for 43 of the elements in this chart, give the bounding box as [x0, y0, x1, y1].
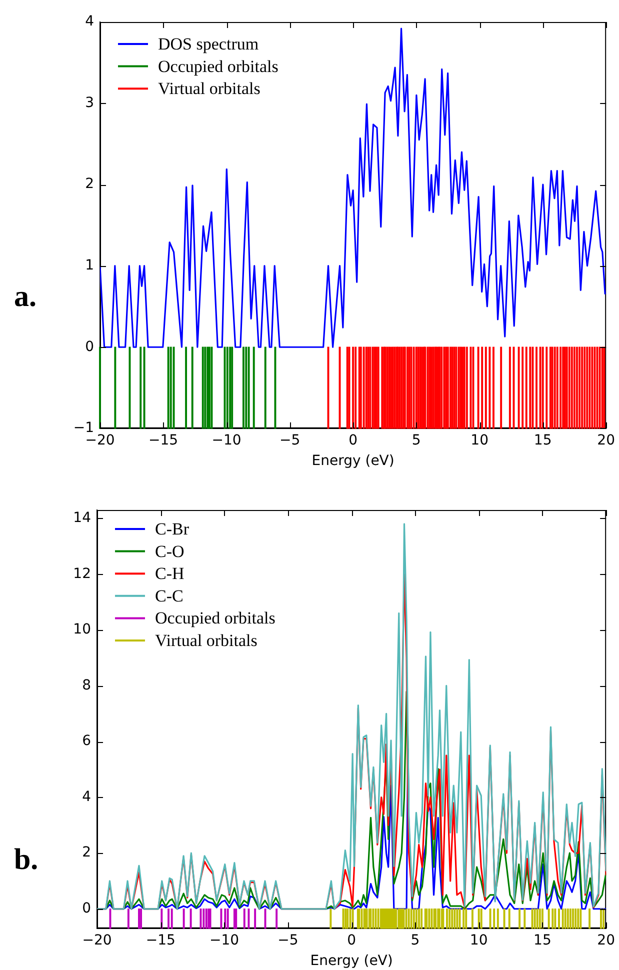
text: b. [14, 843, 38, 876]
x-tick-label: −20 [82, 932, 112, 948]
x-tick-label: 10 [470, 432, 488, 448]
y-tick-label: 8 [82, 677, 91, 694]
y-tick-label: 0 [82, 900, 91, 917]
text: a. [14, 280, 36, 314]
y-tick-label: 3 [85, 94, 94, 111]
y-tick-label: 4 [85, 14, 94, 30]
legend-label: C-O [155, 542, 184, 561]
x-tick-label: 15 [534, 932, 552, 948]
x-tick-label: 0 [347, 932, 356, 948]
x-tick-label: 10 [470, 932, 488, 948]
y-tick-label: 10 [73, 622, 91, 638]
x-tick-label: −15 [148, 432, 178, 448]
legend-label: Virtual orbitals [155, 630, 258, 650]
legend-label: Virtual orbitals [158, 79, 260, 98]
y-tick-label: 2 [82, 844, 91, 861]
x-tick-label: −5 [278, 932, 298, 948]
x-tick-label: 20 [597, 932, 616, 948]
y-tick-label: 12 [73, 566, 91, 582]
legend-label: C-H [155, 564, 184, 584]
y-tick-label: 0 [85, 338, 94, 355]
x-tick-label: 0 [348, 432, 358, 448]
x-axis-title: Energy (eV) [312, 453, 394, 470]
y-tick-label: 6 [82, 733, 92, 750]
y-tick-label: 2 [85, 176, 94, 192]
x-tick-label: 20 [597, 432, 616, 448]
legend-label: Occupied orbitals [155, 608, 276, 628]
x-axis-title: Energy (eV) [310, 953, 393, 970]
x-tick-label: −10 [210, 932, 240, 948]
legend-label: DOS spectrum [158, 34, 259, 54]
x-tick-label: −5 [279, 432, 300, 448]
x-tick-label: 15 [534, 432, 552, 448]
x-tick-label: −15 [146, 932, 176, 948]
legend-label: Occupied orbitals [158, 56, 278, 76]
y-tick-label: 4 [82, 788, 92, 805]
x-tick-label: −10 [212, 432, 242, 448]
x-tick-label: 5 [412, 432, 421, 448]
legend-label: C-C [155, 586, 184, 606]
y-tick-label: 14 [73, 510, 92, 526]
y-tick-label: 1 [85, 257, 94, 274]
x-tick-label: 5 [410, 932, 420, 948]
legend-label: C-Br [155, 519, 190, 538]
